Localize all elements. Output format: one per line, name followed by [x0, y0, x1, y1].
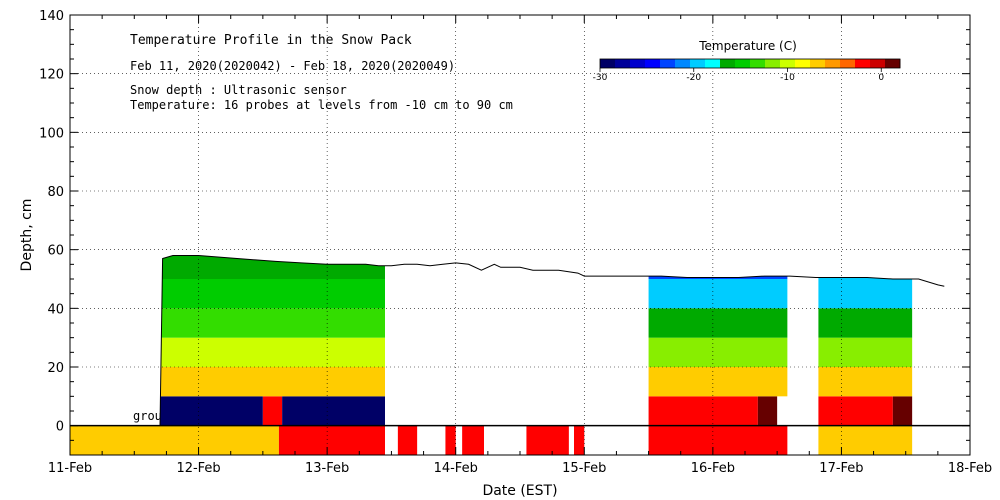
x-tick-label: 15-Feb [562, 461, 606, 476]
y-tick-label: 140 [39, 9, 64, 24]
colorbar-tick-label: -20 [686, 73, 701, 83]
x-axis-title: Date (EST) [482, 483, 557, 499]
data-gap [455, 243, 463, 455]
colorbar-swatch [855, 59, 871, 68]
colorbar-tick-label: 0 [878, 73, 884, 83]
data-gap [568, 243, 574, 455]
temperature-cell [818, 279, 913, 309]
x-tick-label: 13-Feb [305, 461, 349, 476]
data-gap [484, 243, 495, 455]
x-tick-label: 11-Feb [48, 461, 92, 476]
temperature-cell [648, 425, 788, 455]
colorbar-swatch [645, 59, 661, 68]
temperature-cell [818, 308, 913, 338]
temperature-cell [648, 279, 788, 309]
colorbar-swatch [765, 59, 781, 68]
y-tick-label: 20 [47, 361, 64, 376]
temperature-cell [818, 337, 913, 367]
colorbar-frame [599, 58, 901, 69]
temperature-cell [160, 279, 385, 309]
temperature-cell [648, 255, 788, 279]
temperature-cell [648, 308, 788, 338]
colorbar-swatch [615, 59, 631, 68]
temperature-cell [262, 396, 283, 426]
temperature-cell [278, 425, 488, 455]
y-tick-label: 40 [47, 302, 64, 317]
temperature-cell [160, 396, 263, 426]
temperature-cell [892, 396, 913, 426]
x-tick-label: 17-Feb [819, 461, 863, 476]
colorbar-swatch [660, 59, 676, 68]
temperature-cell [648, 367, 788, 397]
colorbar-swatch [810, 59, 826, 68]
colorbar-swatch [600, 59, 616, 68]
x-tick-label: 14-Feb [434, 461, 478, 476]
colorbar-swatch [735, 59, 751, 68]
y-tick-label: 0 [56, 420, 64, 435]
colorbar-swatch [690, 59, 706, 68]
colorbar-swatch [705, 59, 721, 68]
colorbar-swatch [885, 59, 901, 68]
temperature-cell [160, 308, 385, 338]
colorbar-swatch [675, 59, 691, 68]
colorbar-swatch [840, 59, 856, 68]
y-tick-label: 60 [47, 244, 64, 259]
data-gap [520, 243, 527, 455]
temperature-cell [160, 337, 385, 367]
y-tick-label: 120 [39, 68, 64, 83]
temperature-cell [757, 396, 778, 426]
colorbar-swatch [630, 59, 646, 68]
colorbar-swatch [720, 59, 736, 68]
data-gap [385, 243, 398, 455]
colorbar-swatch [825, 59, 841, 68]
colorbar-title: Temperature (C) [698, 39, 797, 53]
chart-subtitle: Feb 11, 2020(2020042) - Feb 18, 2020(202… [130, 59, 455, 73]
temperature-cell [818, 255, 913, 279]
x-tick-label: 16-Feb [691, 461, 735, 476]
temperature-cell [648, 337, 788, 367]
temperature-cell [160, 367, 385, 397]
y-tick-label: 80 [47, 185, 64, 200]
colorbar-swatch [780, 59, 796, 68]
temperature-cell [520, 425, 585, 455]
temperature-cell [282, 396, 385, 426]
snow-depth-line [159, 255, 945, 426]
x-tick-label: 12-Feb [176, 461, 220, 476]
y-tick-label: 100 [39, 126, 64, 141]
colorbar-swatch [870, 59, 886, 68]
temperature-cell [818, 396, 893, 426]
temperature-cell [818, 367, 913, 397]
y-axis-title: Depth, cm [19, 199, 35, 272]
x-tick-label: 18-Feb [948, 461, 992, 476]
data-gap [417, 243, 446, 455]
chart-title: Temperature Profile in the Snow Pack [130, 33, 412, 48]
note-snow-depth: Snow depth : Ultrasonic sensor [130, 83, 347, 97]
colorbar-tick-label: -10 [780, 73, 795, 83]
colorbar-swatch [750, 59, 766, 68]
note-temperature-probes: Temperature: 16 probes at levels from -1… [130, 98, 513, 112]
data-gap [787, 243, 819, 455]
temperature-cell [648, 396, 758, 426]
temperature-cell [70, 425, 279, 455]
colorbar-tick-label: -30 [593, 73, 608, 83]
colorbar-swatch [795, 59, 811, 68]
temperature-cell [818, 425, 913, 455]
